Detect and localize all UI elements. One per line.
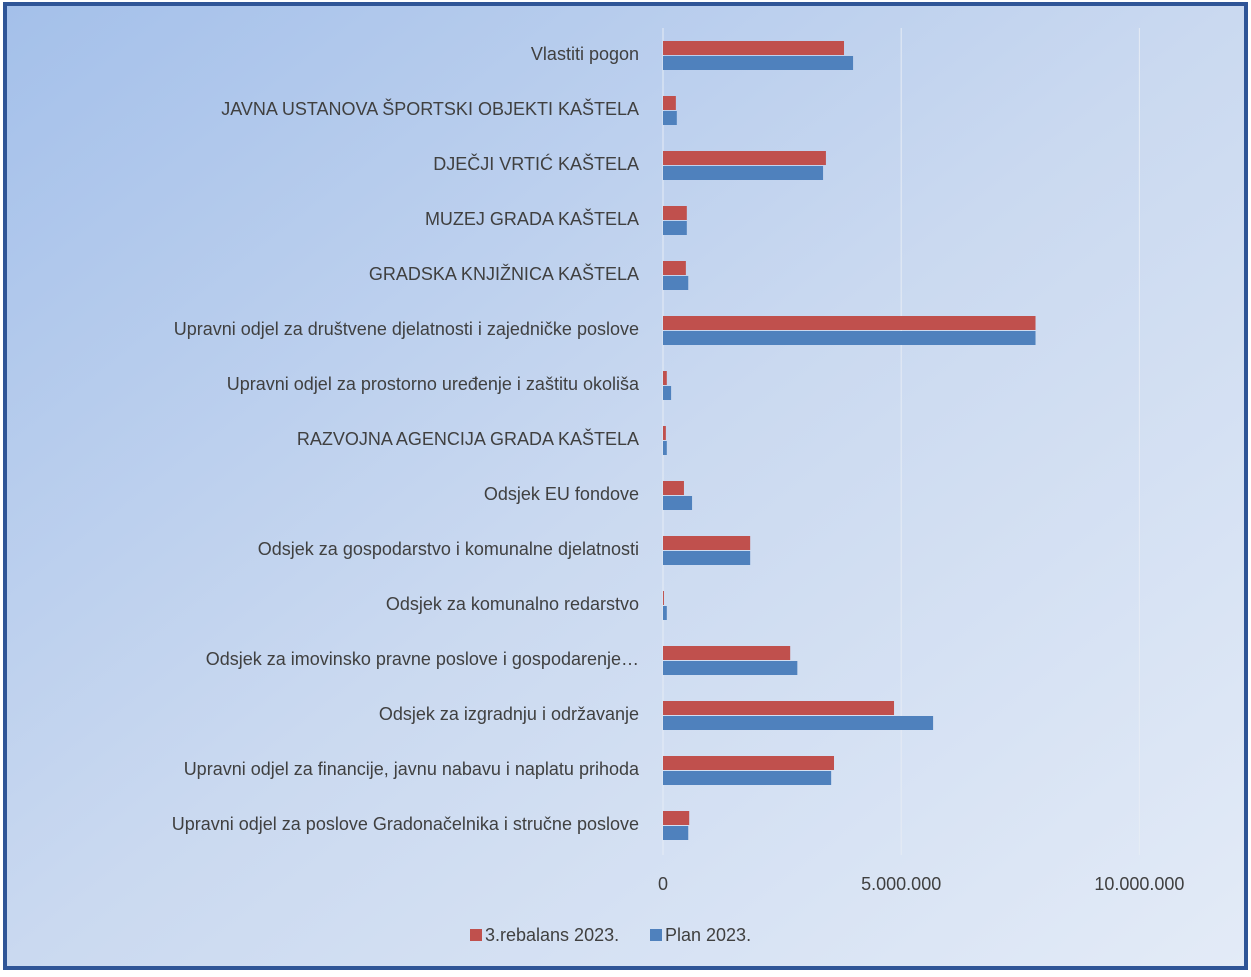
bar (663, 331, 1036, 345)
x-tick-label: 10.000.000 (1094, 874, 1184, 894)
bar (663, 701, 895, 715)
bar (663, 591, 664, 605)
bar (663, 826, 689, 840)
y-tick-label: Upravni odjel za financije, javnu nabavu… (184, 759, 640, 779)
legend-swatch (470, 929, 482, 941)
y-tick-label: Upravni odjel za prostorno uređenje i za… (227, 374, 640, 394)
bar (663, 276, 689, 290)
y-tick-label: MUZEJ GRADA KAŠTELA (425, 208, 639, 229)
legend-swatch (650, 929, 662, 941)
y-tick-label: Odsjek za imovinsko pravne poslove i gos… (206, 649, 639, 669)
y-tick-label: Vlastiti pogon (531, 44, 639, 64)
chart-frame (3, 2, 1248, 970)
bar (663, 771, 832, 785)
bar (663, 151, 826, 165)
y-tick-label: Odsjek za gospodarstvo i komunalne djela… (258, 539, 639, 559)
bar (663, 756, 835, 770)
bar (663, 661, 798, 675)
bar (663, 111, 677, 125)
y-tick-label: RAZVOJNA AGENCIJA GRADA KAŠTELA (297, 428, 639, 449)
y-tick-label: Odsjek EU fondove (484, 484, 639, 504)
bar (663, 716, 934, 730)
bar (663, 646, 791, 660)
y-tick-label: GRADSKA KNJIŽNICA KAŠTELA (369, 263, 639, 284)
x-tick-label: 5.000.000 (861, 874, 941, 894)
bar (663, 481, 684, 495)
bar (663, 221, 687, 235)
bar (663, 551, 751, 565)
bar (663, 261, 686, 275)
bar (663, 41, 845, 55)
bar (663, 426, 666, 440)
bar (663, 371, 667, 385)
legend-label: 3.rebalans 2023. (485, 925, 619, 945)
bar (663, 536, 751, 550)
y-tick-label: Odsjek za komunalno redarstvo (386, 594, 639, 614)
bar (663, 96, 676, 110)
bar (663, 441, 667, 455)
y-tick-label: Upravni odjel za društvene djelatnosti i… (174, 319, 639, 339)
y-tick-label: DJEČJI VRTIĆ KAŠTELA (433, 153, 639, 174)
x-tick-label: 0 (658, 874, 668, 894)
y-tick-label: Odsjek za izgradnju i održavanje (379, 704, 639, 724)
bar (663, 316, 1036, 330)
y-tick-label: Upravni odjel za poslove Gradonačelnika … (172, 814, 639, 834)
bar (663, 496, 693, 510)
bar (663, 606, 667, 620)
legend-label: Plan 2023. (665, 925, 751, 945)
y-tick-label: JAVNA USTANOVA ŠPORTSKI OBJEKTI KAŠTELA (221, 98, 639, 119)
bar (663, 386, 672, 400)
bar (663, 56, 854, 70)
bar (663, 206, 687, 220)
bar (663, 811, 690, 825)
bar (663, 166, 824, 180)
